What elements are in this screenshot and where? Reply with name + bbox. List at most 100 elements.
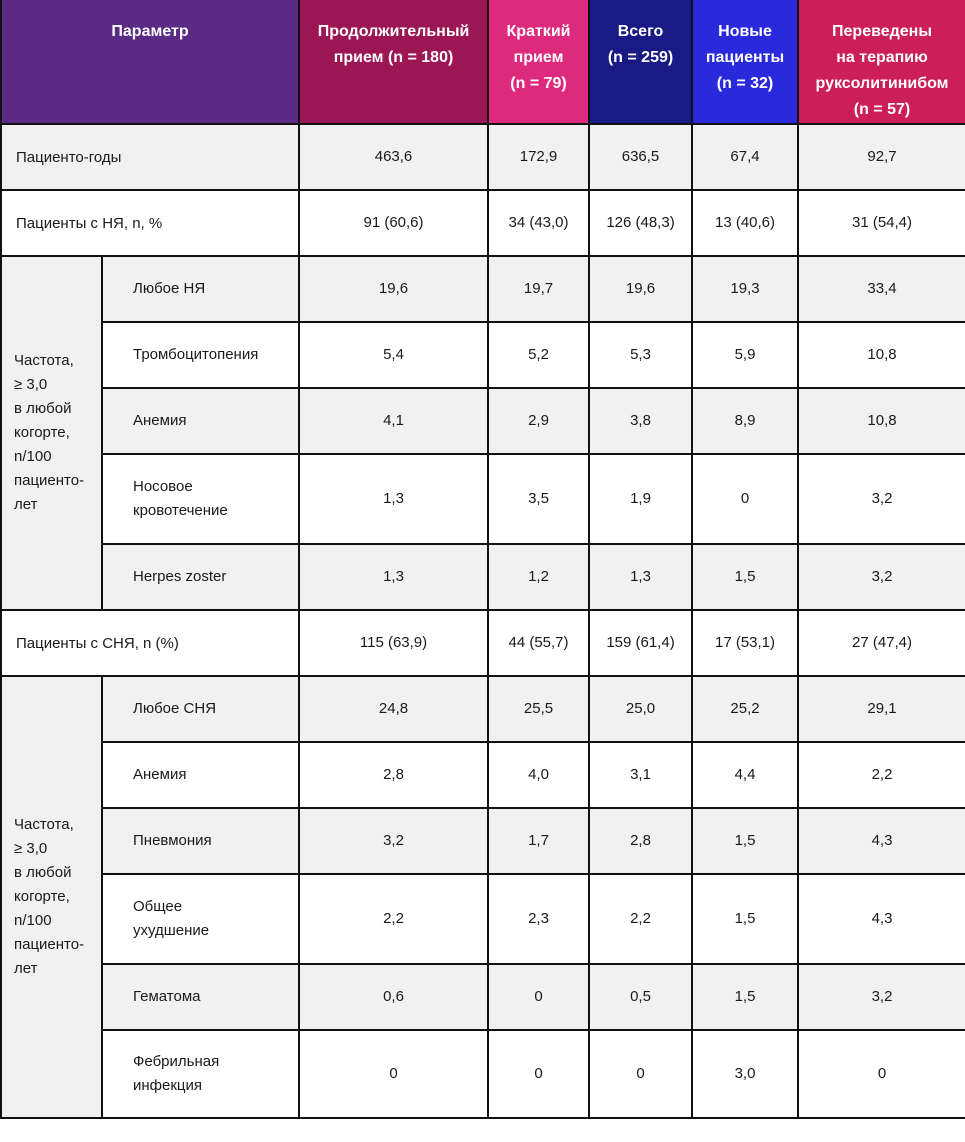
table-cell: 0	[298, 1029, 490, 1119]
table-cell: 2,8	[588, 807, 694, 875]
table-cell: 2,9	[487, 387, 591, 455]
table-cell: 2,2	[797, 741, 965, 809]
row-label: Общее ухудшение	[100, 873, 301, 965]
table-cell: 27 (47,4)	[797, 609, 965, 677]
table-cell: 3,2	[797, 543, 965, 611]
table-cell: 4,3	[797, 873, 965, 965]
table-cell: 25,0	[588, 675, 694, 743]
table-cell: 19,7	[487, 255, 591, 323]
table-row: Носовое кровотечение 1,3 3,5 1,9 0 3,2	[1, 453, 965, 545]
table-cell: 1,7	[487, 807, 591, 875]
table-row: Пневмония 3,2 1,7 2,8 1,5 4,3	[1, 807, 965, 875]
table-cell: 0	[691, 453, 800, 545]
table-cell: 2,3	[487, 873, 591, 965]
table-cell: 3,2	[298, 807, 490, 875]
row-label: Пациенты с НЯ, n, %	[0, 189, 301, 257]
row-label: Носовое кровотечение	[100, 453, 301, 545]
table-cell: 10,8	[797, 321, 965, 389]
table-cell: 1,2	[487, 543, 591, 611]
table-row: Частота, ≥ 3,0 в любой когорте, n/100 па…	[0, 675, 965, 1119]
table-cell: 8,9	[691, 387, 800, 455]
header-total: Всего (n = 259)	[588, 0, 694, 125]
row-label: Любое СНЯ	[100, 675, 301, 743]
adverse-events-table: Параметр Продолжительный прием (n = 180)…	[0, 0, 965, 1119]
row-label: Пациенты с СНЯ, n (%)	[0, 609, 301, 677]
table-cell: 33,4	[797, 255, 965, 323]
header-new-patients: Новые пациенты (n = 32)	[691, 0, 800, 125]
header-short-term: Краткий прием (n = 79)	[487, 0, 591, 125]
table-cell: 0	[588, 1029, 694, 1119]
table-cell: 3,2	[797, 963, 965, 1031]
table-row: Пациенто-годы 463,6 172,9 636,5 67,4 92,…	[0, 123, 965, 191]
table-cell: 29,1	[797, 675, 965, 743]
table-cell: 1,5	[691, 963, 800, 1031]
table-cell: 3,1	[588, 741, 694, 809]
table-cell: 2,2	[298, 873, 490, 965]
table-cell: 0	[487, 1029, 591, 1119]
table-cell: 44 (55,7)	[487, 609, 591, 677]
header-row: Параметр Продолжительный прием (n = 180)…	[0, 0, 965, 125]
table-cell: 25,5	[487, 675, 591, 743]
table-cell: 5,2	[487, 321, 591, 389]
table-cell: 115 (63,9)	[298, 609, 490, 677]
table-cell: 5,9	[691, 321, 800, 389]
table-cell: 4,1	[298, 387, 490, 455]
row-label: Анемия	[100, 387, 301, 455]
table-cell: 159 (61,4)	[588, 609, 694, 677]
table-cell: 636,5	[588, 123, 694, 191]
table-cell: 1,5	[691, 873, 800, 965]
table-cell: 5,4	[298, 321, 490, 389]
table-cell: 1,5	[691, 543, 800, 611]
table-cell: 1,5	[691, 807, 800, 875]
table-cell: 3,2	[797, 453, 965, 545]
table-cell: 3,8	[588, 387, 694, 455]
table-cell: 19,6	[298, 255, 490, 323]
group-label: Частота, ≥ 3,0 в любой когорте, n/100 па…	[0, 255, 103, 611]
table-row: Анемия 4,1 2,9 3,8 8,9 10,8	[1, 387, 965, 455]
table-cell: 0	[487, 963, 591, 1031]
table-cell: 13 (40,6)	[691, 189, 800, 257]
row-label: Herpes zoster	[100, 543, 301, 611]
table-cell: 25,2	[691, 675, 800, 743]
row-label: Любое НЯ	[100, 255, 301, 323]
table-cell: 4,0	[487, 741, 591, 809]
table-cell: 1,3	[588, 543, 694, 611]
table-cell: 91 (60,6)	[298, 189, 490, 257]
table-cell: 92,7	[797, 123, 965, 191]
table-row: Тромбоцитопения 5,4 5,2 5,3 5,9 10,8	[1, 321, 965, 389]
row-label: Пневмония	[100, 807, 301, 875]
table-row: Пациенты с НЯ, n, % 91 (60,6) 34 (43,0) …	[0, 189, 965, 257]
table-cell: 5,3	[588, 321, 694, 389]
table-cell: 3,5	[487, 453, 591, 545]
table-cell: 1,9	[588, 453, 694, 545]
table-cell: 0,5	[588, 963, 694, 1031]
table-cell: 126 (48,3)	[588, 189, 694, 257]
header-long-term: Продолжительный прием (n = 180)	[298, 0, 490, 125]
table-cell: 34 (43,0)	[487, 189, 591, 257]
table-row: Пациенты с СНЯ, n (%) 115 (63,9) 44 (55,…	[0, 609, 965, 677]
row-label: Гематома	[100, 963, 301, 1031]
table-cell: 0,6	[298, 963, 490, 1031]
header-ruxolitinib: Переведены на терапию руксолитинибом (n …	[797, 0, 965, 125]
row-label: Пациенто-годы	[0, 123, 301, 191]
table-cell: 0	[797, 1029, 965, 1119]
table-row: Анемия 2,8 4,0 3,1 4,4 2,2	[1, 741, 965, 809]
table-cell: 1,3	[298, 453, 490, 545]
table-row: Гематома 0,6 0 0,5 1,5 3,2	[1, 963, 965, 1031]
table-cell: 19,6	[588, 255, 694, 323]
table-cell: 67,4	[691, 123, 800, 191]
table-cell: 2,2	[588, 873, 694, 965]
row-label: Фебрильная инфекция	[100, 1029, 301, 1119]
table-cell: 2,8	[298, 741, 490, 809]
table-cell: 24,8	[298, 675, 490, 743]
table-cell: 3,0	[691, 1029, 800, 1119]
table-cell: 1,3	[298, 543, 490, 611]
table-row: Фебрильная инфекция 0 0 0 3,0 0	[1, 1029, 965, 1119]
table-row: Общее ухудшение 2,2 2,3 2,2 1,5 4,3	[1, 873, 965, 965]
table-cell: 4,3	[797, 807, 965, 875]
table-cell: 17 (53,1)	[691, 609, 800, 677]
table-cell: 31 (54,4)	[797, 189, 965, 257]
table-row: Herpes zoster 1,3 1,2 1,3 1,5 3,2	[1, 543, 965, 611]
table-cell: 4,4	[691, 741, 800, 809]
table-cell: 172,9	[487, 123, 591, 191]
